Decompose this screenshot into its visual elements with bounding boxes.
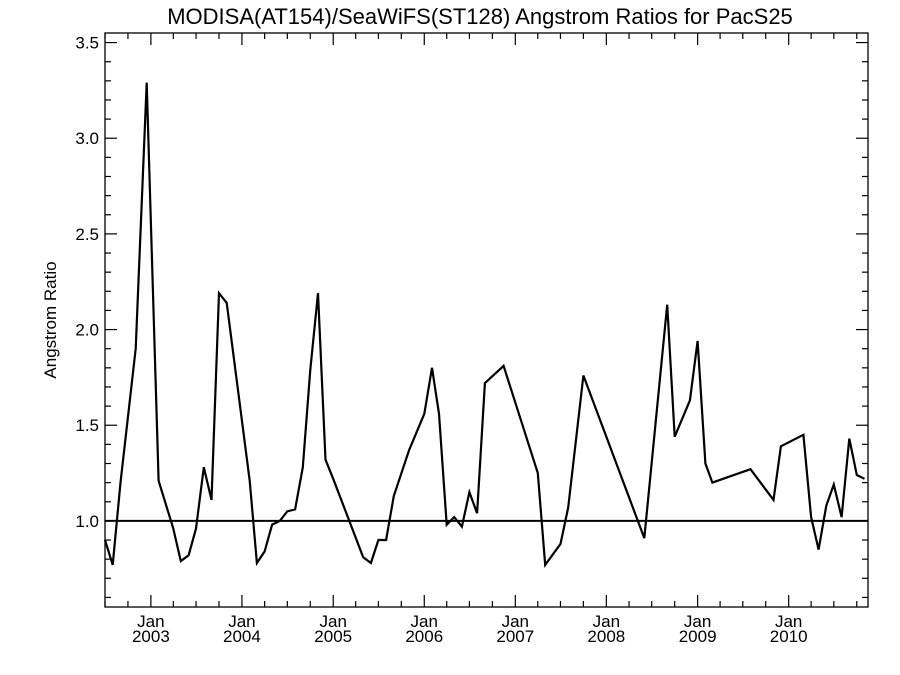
x-tick-label-month: Jan [775, 612, 802, 631]
y-tick-label: 3.5 [75, 34, 99, 53]
x-tick-label-month: Jan [137, 612, 164, 631]
y-tick-label: 2.0 [75, 321, 99, 340]
x-tick-label-year: 2004 [223, 627, 261, 646]
plot-frame [104, 32, 869, 608]
x-tick-label-year: 2003 [132, 627, 170, 646]
x-tick-label-month: Jan [684, 612, 711, 631]
x-tick-label-month: Jan [593, 612, 620, 631]
y-tick-label: 1.0 [75, 512, 99, 531]
x-tick-label-year: 2010 [770, 627, 808, 646]
y-tick-label: 2.5 [75, 225, 99, 244]
series-line-angstrom-ratio [103, 82, 865, 568]
tick-labels: 1.01.52.02.53.03.5Jan2003Jan2004Jan2005J… [75, 34, 807, 646]
x-tick-label-year: 2008 [587, 627, 625, 646]
chart-title: MODISA(AT154)/SeaWiFS(ST128) Angstrom Ra… [167, 4, 793, 29]
x-tick-label-month: Jan [228, 612, 255, 631]
x-tick-label-year: 2009 [679, 627, 717, 646]
x-tick-label-year: 2005 [314, 627, 352, 646]
y-axis-label: Angstrom Ratio [41, 261, 60, 378]
y-tick-label: 1.5 [75, 416, 99, 435]
x-tick-label-month: Jan [411, 612, 438, 631]
x-tick-label-year: 2006 [405, 627, 443, 646]
x-tick-label-year: 2007 [496, 627, 534, 646]
y-tick-label: 3.0 [75, 129, 99, 148]
x-tick-label-month: Jan [502, 612, 529, 631]
x-tick-label-month: Jan [320, 612, 347, 631]
